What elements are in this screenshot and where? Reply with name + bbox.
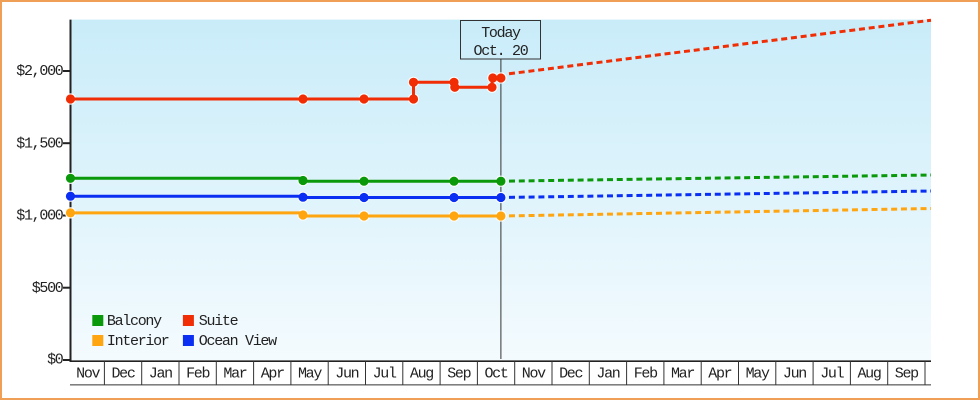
svg-text:$500: $500 xyxy=(32,280,64,297)
svg-text:Today: Today xyxy=(481,25,521,42)
svg-text:Jun: Jun xyxy=(335,366,358,383)
svg-text:Feb: Feb xyxy=(186,366,209,383)
svg-text:Nov: Nov xyxy=(76,366,100,383)
svg-text:Sep: Sep xyxy=(895,366,918,383)
svg-text:$2,000: $2,000 xyxy=(16,63,64,80)
svg-text:May: May xyxy=(746,366,770,383)
svg-text:Jan: Jan xyxy=(149,366,172,383)
svg-text:Oct. 20: Oct. 20 xyxy=(474,43,529,60)
svg-text:Dec: Dec xyxy=(111,366,134,383)
svg-text:Jul: Jul xyxy=(373,366,397,383)
svg-text:Jan: Jan xyxy=(596,366,619,383)
svg-text:Interior: Interior xyxy=(107,333,169,350)
svg-text:Jul: Jul xyxy=(820,366,844,383)
svg-text:Ocean View: Ocean View xyxy=(199,333,277,350)
svg-text:Oct: Oct xyxy=(484,366,507,383)
svg-text:Mar: Mar xyxy=(223,366,246,383)
svg-text:Jun: Jun xyxy=(783,366,806,383)
svg-text:Dec: Dec xyxy=(559,366,582,383)
svg-text:Mar: Mar xyxy=(671,366,694,383)
svg-text:May: May xyxy=(298,366,322,383)
svg-text:Feb: Feb xyxy=(634,366,657,383)
svg-text:$0: $0 xyxy=(47,352,64,369)
svg-text:$1,000: $1,000 xyxy=(16,208,64,225)
svg-text:Nov: Nov xyxy=(522,366,546,383)
svg-text:Suite: Suite xyxy=(199,313,239,330)
svg-text:Apr: Apr xyxy=(261,366,284,383)
svg-text:Aug: Aug xyxy=(410,366,433,383)
svg-text:$1,500: $1,500 xyxy=(16,135,64,152)
svg-text:Aug: Aug xyxy=(857,366,880,383)
svg-text:Sep: Sep xyxy=(447,366,470,383)
svg-text:Apr: Apr xyxy=(708,366,731,383)
svg-text:Balcony: Balcony xyxy=(107,313,162,330)
